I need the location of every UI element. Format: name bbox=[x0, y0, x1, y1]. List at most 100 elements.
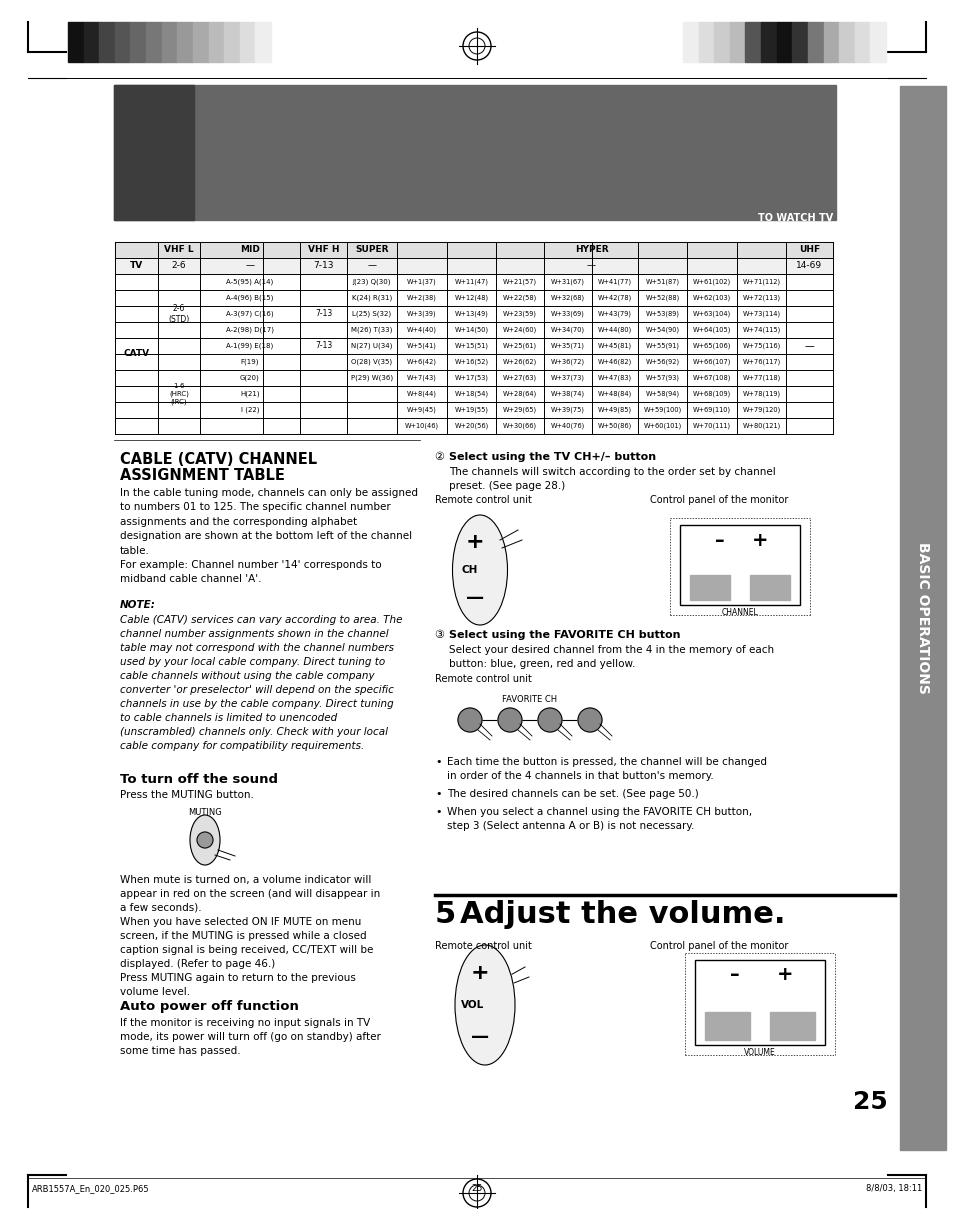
Text: W+80(121): W+80(121) bbox=[741, 423, 780, 429]
Bar bbox=[99, 22, 114, 62]
Text: G(20): G(20) bbox=[240, 375, 259, 381]
Bar bbox=[679, 525, 800, 604]
Text: W+7(43): W+7(43) bbox=[407, 375, 436, 381]
Text: W+68(109): W+68(109) bbox=[692, 391, 730, 398]
Bar bbox=[224, 22, 239, 62]
Text: +: + bbox=[751, 531, 767, 550]
Text: W+25(61): W+25(61) bbox=[502, 342, 537, 349]
Text: W+74(115): W+74(115) bbox=[741, 326, 780, 334]
Bar bbox=[807, 22, 822, 62]
Text: Remote control unit: Remote control unit bbox=[435, 941, 532, 951]
Bar bbox=[113, 85, 193, 220]
Text: ③: ③ bbox=[435, 630, 448, 640]
Text: F(19): F(19) bbox=[240, 359, 259, 365]
Text: W+20(56): W+20(56) bbox=[454, 423, 488, 429]
Circle shape bbox=[578, 708, 601, 731]
Text: To turn off the sound: To turn off the sound bbox=[120, 773, 277, 786]
Text: 25: 25 bbox=[852, 1091, 886, 1113]
Text: W+1(37): W+1(37) bbox=[407, 279, 436, 285]
Text: W+13(49): W+13(49) bbox=[454, 311, 488, 317]
Bar bbox=[239, 22, 255, 62]
Bar bbox=[760, 22, 776, 62]
Text: Select using the FAVORITE CH button: Select using the FAVORITE CH button bbox=[449, 630, 679, 640]
Text: W+4(40): W+4(40) bbox=[407, 326, 436, 334]
Text: W+39(75): W+39(75) bbox=[551, 406, 584, 413]
Text: ②: ② bbox=[435, 452, 448, 462]
Text: UHF: UHF bbox=[798, 245, 820, 255]
Text: W+30(66): W+30(66) bbox=[502, 423, 537, 429]
Text: —: — bbox=[465, 589, 483, 607]
Text: 7-13: 7-13 bbox=[313, 261, 334, 271]
Text: CH: CH bbox=[461, 565, 477, 575]
Text: W+33(69): W+33(69) bbox=[551, 311, 584, 317]
Text: W+41(77): W+41(77) bbox=[598, 279, 632, 285]
Text: MUTING: MUTING bbox=[188, 808, 222, 817]
Text: W+27(63): W+27(63) bbox=[502, 375, 537, 381]
Text: W+26(62): W+26(62) bbox=[502, 359, 537, 365]
Text: M(26) T(33): M(26) T(33) bbox=[351, 326, 393, 334]
Text: W+31(67): W+31(67) bbox=[551, 279, 584, 285]
Text: W+73(114): W+73(114) bbox=[741, 311, 780, 317]
Text: W+71(112): W+71(112) bbox=[741, 279, 780, 285]
Text: The desired channels can be set. (See page 50.): The desired channels can be set. (See pa… bbox=[447, 789, 698, 799]
Text: W+43(79): W+43(79) bbox=[598, 311, 631, 317]
Text: TV: TV bbox=[130, 261, 143, 271]
Text: Control panel of the monitor: Control panel of the monitor bbox=[649, 941, 787, 951]
Text: W+53(89): W+53(89) bbox=[645, 311, 679, 317]
Text: Each time the button is pressed, the channel will be changed
in order of the 4 c: Each time the button is pressed, the cha… bbox=[447, 757, 766, 781]
Text: CHANNEL: CHANNEL bbox=[720, 608, 758, 617]
Bar bbox=[869, 22, 885, 62]
Bar bbox=[822, 22, 839, 62]
Text: W+2(38): W+2(38) bbox=[407, 295, 436, 301]
Text: W+59(100): W+59(100) bbox=[642, 406, 680, 413]
Text: W+15(51): W+15(51) bbox=[454, 342, 488, 349]
Text: I (22): I (22) bbox=[240, 406, 259, 413]
Text: W+21(57): W+21(57) bbox=[502, 279, 537, 285]
Text: W+65(106): W+65(106) bbox=[692, 342, 730, 349]
Bar bbox=[682, 22, 698, 62]
Text: W+5(41): W+5(41) bbox=[407, 342, 436, 349]
Text: Select using the TV CH+/– button: Select using the TV CH+/– button bbox=[449, 452, 656, 462]
Text: Adjust the volume.: Adjust the volume. bbox=[459, 899, 784, 929]
Text: W+35(71): W+35(71) bbox=[551, 342, 584, 349]
Text: SUPER: SUPER bbox=[355, 245, 388, 255]
Bar bbox=[255, 22, 271, 62]
Bar bbox=[131, 22, 146, 62]
Text: The channels will switch according to the order set by channel
preset. (See page: The channels will switch according to th… bbox=[449, 467, 775, 491]
Text: When you select a channel using the FAVORITE CH button,
step 3 (Select antenna A: When you select a channel using the FAVO… bbox=[447, 806, 751, 831]
Text: W+3(39): W+3(39) bbox=[407, 311, 436, 317]
Text: W+6(42): W+6(42) bbox=[407, 359, 436, 365]
Text: W+79(120): W+79(120) bbox=[741, 406, 780, 413]
Text: A-2(98) D(17): A-2(98) D(17) bbox=[226, 326, 274, 334]
Text: W+28(64): W+28(64) bbox=[502, 391, 537, 398]
Text: MID: MID bbox=[240, 245, 259, 255]
Text: W+44(80): W+44(80) bbox=[598, 326, 632, 334]
Text: W+29(65): W+29(65) bbox=[502, 406, 537, 413]
Text: W+48(84): W+48(84) bbox=[598, 391, 632, 398]
Text: 14-69: 14-69 bbox=[796, 261, 821, 271]
Text: +: + bbox=[470, 964, 489, 983]
Text: W+47(83): W+47(83) bbox=[598, 375, 632, 381]
Text: 8/8/03, 18:11: 8/8/03, 18:11 bbox=[864, 1184, 921, 1193]
Text: —: — bbox=[803, 341, 814, 351]
Bar bbox=[695, 960, 824, 1045]
Text: W+64(105): W+64(105) bbox=[692, 326, 730, 334]
Text: W+62(103): W+62(103) bbox=[692, 295, 730, 301]
Text: W+17(53): W+17(53) bbox=[454, 375, 488, 381]
Text: W+51(87): W+51(87) bbox=[645, 279, 679, 285]
Text: NOTE:: NOTE: bbox=[120, 600, 155, 611]
Text: VHF H: VHF H bbox=[308, 245, 339, 255]
Bar bbox=[193, 22, 209, 62]
Text: A-4(96) B(15): A-4(96) B(15) bbox=[226, 295, 274, 301]
Text: W+46(82): W+46(82) bbox=[598, 359, 632, 365]
Text: +: + bbox=[776, 966, 792, 984]
Text: 1-6
(HRC)
(IRC): 1-6 (HRC) (IRC) bbox=[169, 383, 189, 405]
Text: W+70(111): W+70(111) bbox=[692, 423, 730, 429]
Text: W+36(72): W+36(72) bbox=[551, 359, 584, 365]
Text: Press the MUTING button.: Press the MUTING button. bbox=[120, 789, 253, 800]
Text: —: — bbox=[367, 261, 376, 271]
Text: L(25) S(32): L(25) S(32) bbox=[352, 311, 391, 317]
Bar bbox=[114, 22, 131, 62]
Text: W+72(113): W+72(113) bbox=[741, 295, 780, 301]
Text: VOLUME: VOLUME bbox=[743, 1048, 775, 1057]
